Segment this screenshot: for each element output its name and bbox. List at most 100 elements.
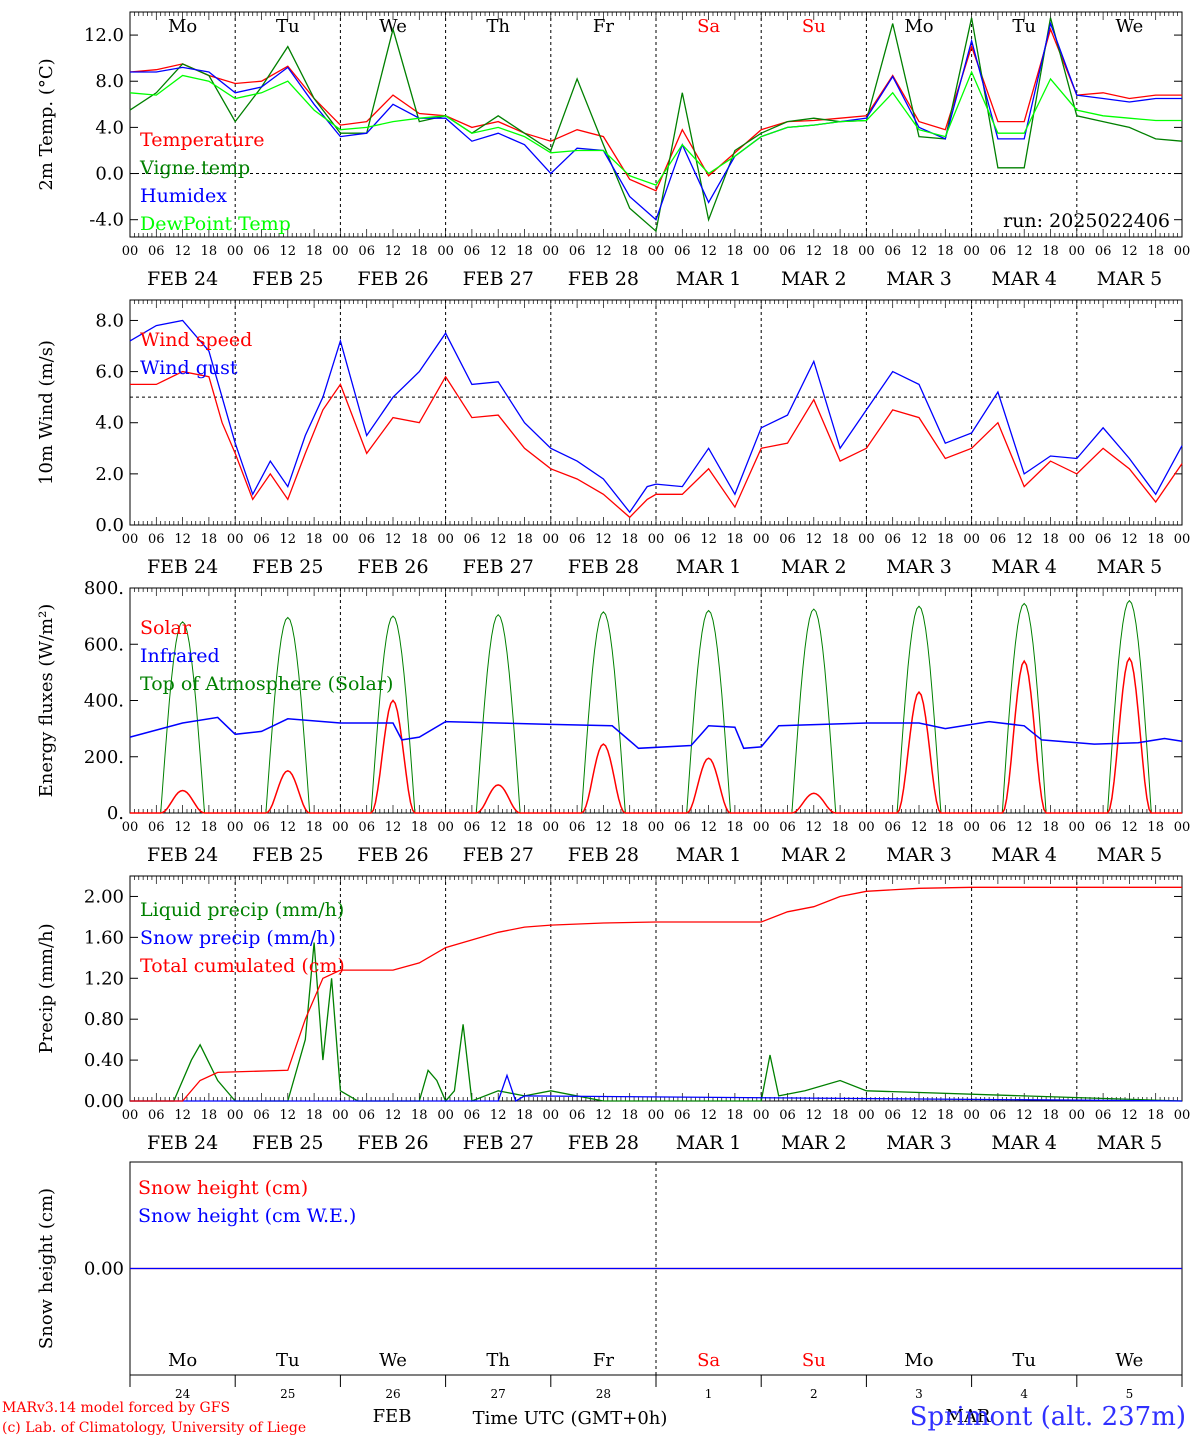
hour-label: 06 xyxy=(674,1108,691,1123)
month-label-feb: FEB xyxy=(373,1406,412,1427)
hour-label: 06 xyxy=(990,532,1007,547)
hour-label: 18 xyxy=(1147,244,1164,259)
y-tick-label: 800. xyxy=(84,578,124,599)
hour-label: 00 xyxy=(963,820,980,835)
model-credit: MARv3.14 model forced by GFS xyxy=(2,1400,231,1416)
y-tick-label: 12.0 xyxy=(84,25,124,46)
day-label: MAR 2 xyxy=(781,268,847,290)
day-label: FEB 24 xyxy=(147,556,218,578)
hour-label: 00 xyxy=(858,244,875,259)
day-number: 26 xyxy=(385,1387,400,1401)
hour-label: 06 xyxy=(464,532,481,547)
hour-label: 12 xyxy=(1016,820,1033,835)
hour-label: 06 xyxy=(148,1108,165,1123)
hour-label: 12 xyxy=(806,1108,823,1123)
day-label: MAR 2 xyxy=(781,556,847,578)
hour-label: 12 xyxy=(1121,1108,1138,1123)
hour-label: 12 xyxy=(911,244,928,259)
series-line-temperature-3 xyxy=(129,70,1182,186)
day-label: MAR 4 xyxy=(991,268,1057,290)
legend-entry: Top of Atmosphere (Solar) xyxy=(140,673,393,695)
hour-label: 00 xyxy=(648,532,665,547)
toa-solar-line xyxy=(445,613,551,814)
toa-solar-line xyxy=(761,608,867,814)
hour-label: 06 xyxy=(990,1108,1007,1123)
day-number: 2 xyxy=(810,1387,818,1401)
hour-label: 00 xyxy=(332,1108,349,1123)
day-label: MAR 3 xyxy=(886,1132,952,1154)
hour-label: 12 xyxy=(1016,532,1033,547)
legend-entry: DewPoint Temp xyxy=(140,213,291,235)
weekday-label: Tu xyxy=(1012,1350,1036,1371)
hour-label: 06 xyxy=(569,1108,586,1123)
day-label: MAR 4 xyxy=(991,556,1057,578)
hour-label: 00 xyxy=(437,244,454,259)
hour-label: 18 xyxy=(516,820,533,835)
hour-label: 00 xyxy=(648,244,665,259)
y-tick-label: 6.0 xyxy=(95,362,124,383)
hour-label: 06 xyxy=(253,244,270,259)
hour-label: 18 xyxy=(727,820,744,835)
y-tick-label: 400. xyxy=(84,691,124,712)
day-label: MAR 2 xyxy=(781,1132,847,1154)
toa-solar-line xyxy=(656,609,762,814)
weekday-label: We xyxy=(379,1350,407,1371)
weekday-label: We xyxy=(379,16,407,37)
hour-label: 18 xyxy=(832,820,849,835)
hour-label: 18 xyxy=(937,532,954,547)
series-line-wind-0 xyxy=(130,370,1183,519)
y-tick-label: 2.00 xyxy=(84,886,124,907)
hour-label: 18 xyxy=(1042,244,1059,259)
hour-label: 12 xyxy=(385,1108,402,1123)
hour-label: 18 xyxy=(201,532,218,547)
hour-label: 00 xyxy=(1069,820,1086,835)
hour-label: 06 xyxy=(464,244,481,259)
hour-label: 00 xyxy=(437,532,454,547)
day-label: MAR 2 xyxy=(781,844,847,866)
y-tick-label: 0.0 xyxy=(95,164,124,185)
y-tick-label: 1.20 xyxy=(84,968,124,989)
time-axis-title: Time UTC (GMT+0h) xyxy=(473,1408,668,1429)
hour-label: 06 xyxy=(569,244,586,259)
hour-label: 00 xyxy=(1069,532,1086,547)
hour-label: 06 xyxy=(569,820,586,835)
hour-label: 12 xyxy=(595,532,612,547)
hour-label: 18 xyxy=(201,820,218,835)
hour-label: 00 xyxy=(332,820,349,835)
hour-label: 00 xyxy=(543,532,560,547)
hour-label: 18 xyxy=(516,532,533,547)
hour-label: 00 xyxy=(648,1108,665,1123)
day-label: FEB 27 xyxy=(463,268,534,290)
day-number: 1 xyxy=(705,1387,713,1401)
solar-line xyxy=(340,699,446,814)
hour-label: 18 xyxy=(201,1108,218,1123)
legend-entry: Solar xyxy=(140,617,192,639)
hour-label: 18 xyxy=(1147,820,1164,835)
weekday-label: Mo xyxy=(168,1350,197,1371)
hour-label: 00 xyxy=(963,1108,980,1123)
hour-label: 00 xyxy=(227,1108,244,1123)
hour-label: 18 xyxy=(411,1108,428,1123)
hour-label: 12 xyxy=(806,532,823,547)
y-tick-label: 0.00 xyxy=(84,1259,124,1280)
legend-entry: Snow height (cm) xyxy=(138,1177,308,1199)
y-tick-label: 4.0 xyxy=(95,117,124,138)
hour-label: 06 xyxy=(464,820,481,835)
y-tick-label: 4.0 xyxy=(95,413,124,434)
hour-label: 06 xyxy=(779,244,796,259)
hour-label: 12 xyxy=(490,244,507,259)
hour-label: 12 xyxy=(1121,244,1138,259)
hour-label: 12 xyxy=(174,244,191,259)
y-tick-label: 0.00 xyxy=(84,1091,124,1112)
weekday-label: Su xyxy=(802,1350,826,1371)
weekday-label: Tu xyxy=(1012,16,1036,37)
y-tick-label: 0. xyxy=(107,803,124,824)
hour-label: 12 xyxy=(280,1108,297,1123)
hour-label: 18 xyxy=(727,1108,744,1123)
day-number: 4 xyxy=(1020,1387,1028,1401)
y-tick-label: 8.0 xyxy=(95,310,124,331)
day-label: MAR 1 xyxy=(676,844,742,866)
legend-entry: Liquid precip (mm/h) xyxy=(140,899,344,921)
series-line-precip-1 xyxy=(130,1073,1183,1102)
day-number: 24 xyxy=(175,1387,191,1401)
